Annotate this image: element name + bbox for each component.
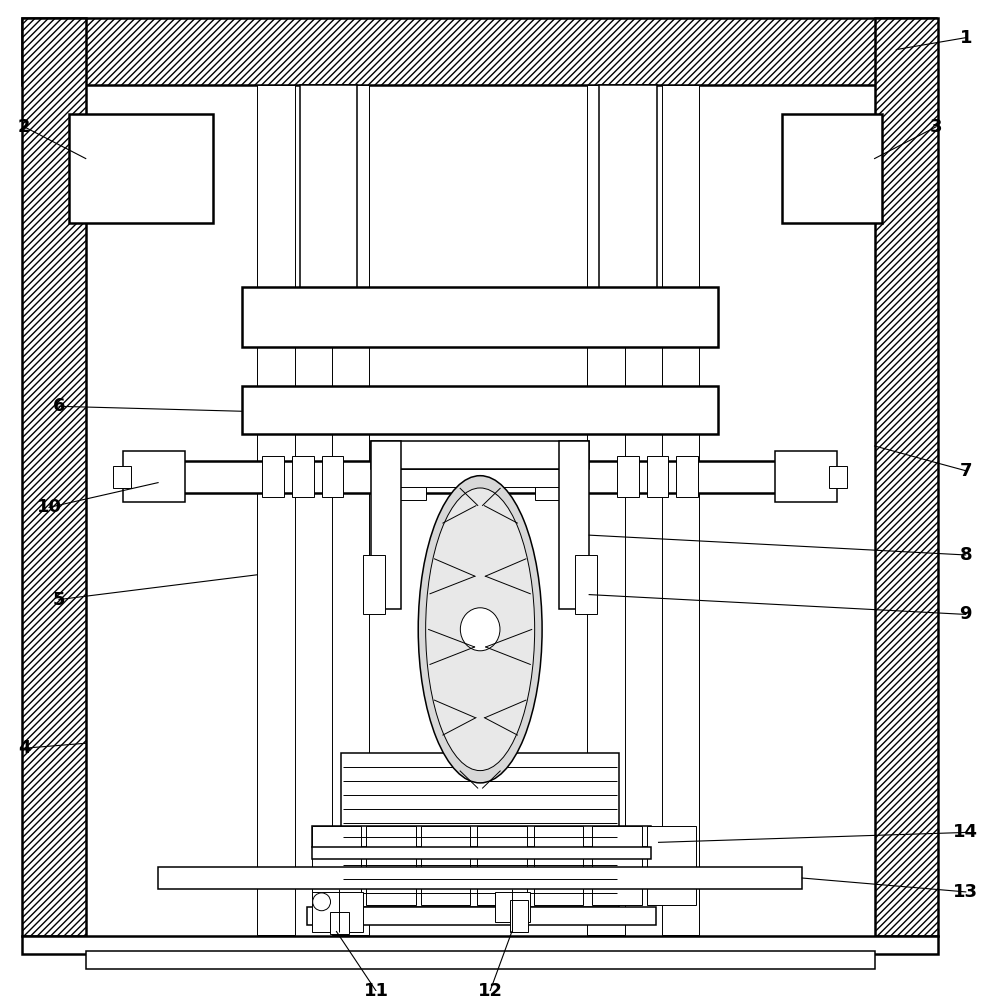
Bar (616, 456, 638, 497)
Bar (85, 951, 874, 969)
Text: 9: 9 (958, 605, 971, 623)
Bar (85, 85, 874, 936)
Bar (646, 826, 696, 905)
Bar (420, 826, 470, 905)
Bar (69, 114, 213, 223)
Text: 7: 7 (958, 462, 971, 480)
Bar (534, 453, 569, 500)
Bar (158, 867, 801, 889)
Text: 8: 8 (958, 546, 971, 564)
Bar (123, 451, 185, 502)
Bar (676, 456, 698, 497)
Bar (22, 936, 937, 954)
Ellipse shape (417, 476, 542, 783)
Bar (299, 85, 357, 288)
Text: 11: 11 (363, 982, 389, 1000)
Bar (311, 826, 650, 847)
Text: 6: 6 (53, 397, 66, 415)
Bar (559, 441, 588, 609)
Bar (586, 85, 624, 935)
Text: 1: 1 (958, 29, 971, 47)
Text: 12: 12 (477, 982, 502, 1000)
Bar (591, 826, 641, 905)
Bar (363, 555, 385, 614)
Bar (261, 456, 283, 497)
Bar (781, 114, 881, 223)
Bar (874, 18, 937, 936)
Bar (243, 386, 718, 434)
Bar (509, 900, 527, 932)
Bar (311, 892, 363, 932)
Bar (774, 451, 836, 502)
Bar (291, 456, 313, 497)
Text: 4: 4 (18, 739, 31, 757)
Ellipse shape (425, 488, 534, 771)
Text: 5: 5 (53, 591, 66, 609)
Text: 13: 13 (952, 883, 977, 901)
Bar (366, 826, 415, 905)
Bar (371, 441, 401, 609)
Bar (391, 469, 569, 487)
Bar (153, 461, 806, 493)
Bar (311, 826, 361, 905)
Bar (22, 18, 85, 936)
Bar (22, 18, 935, 85)
Bar (539, 441, 564, 459)
Bar (598, 85, 656, 288)
Bar (321, 456, 343, 497)
Bar (311, 847, 650, 859)
Bar (371, 441, 588, 469)
Bar (391, 453, 425, 500)
Bar (306, 907, 655, 925)
Bar (646, 456, 668, 497)
Bar (329, 912, 349, 934)
Bar (828, 466, 846, 488)
Bar (495, 892, 529, 922)
Bar (113, 466, 131, 488)
Text: 10: 10 (37, 498, 62, 516)
Bar (341, 753, 618, 907)
Bar (661, 85, 699, 935)
Bar (533, 826, 582, 905)
Text: 14: 14 (952, 823, 977, 841)
Bar (396, 441, 420, 459)
Text: 3: 3 (928, 118, 941, 136)
Bar (331, 85, 369, 935)
Bar (243, 287, 718, 347)
Bar (477, 826, 526, 905)
Bar (256, 85, 294, 935)
Ellipse shape (460, 608, 499, 651)
Bar (575, 555, 596, 614)
Text: 2: 2 (18, 118, 31, 136)
Ellipse shape (312, 893, 330, 911)
